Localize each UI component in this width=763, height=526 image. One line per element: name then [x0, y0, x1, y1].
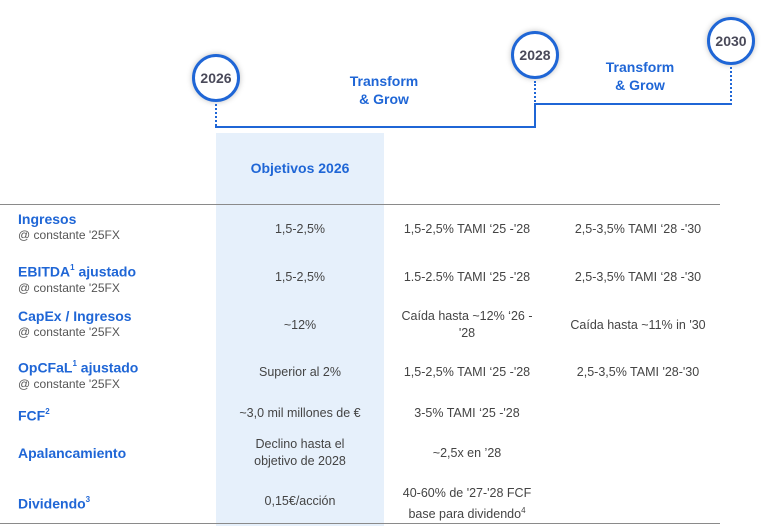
year-2026-marker: 2026	[192, 54, 240, 102]
table-bottom-divider	[0, 523, 720, 524]
row-label: CapEx / Ingresos @ constante '25FX	[18, 308, 132, 340]
cell-objetivos-2026: Declino hasta el objetivo de 2028	[254, 437, 346, 468]
cell-objetivos-2026: 1,5-2,5%	[274, 270, 326, 284]
year-2026-label: 2026	[200, 70, 232, 86]
row-label: FCF2	[18, 404, 50, 425]
row-title: FCF2	[18, 407, 50, 424]
timeline-dots-2026	[215, 104, 217, 126]
timeline-line-segment-2	[534, 103, 732, 105]
phase-1-line1: Transform	[349, 73, 419, 89]
objetivos-2026-column-highlight	[216, 133, 384, 526]
timeline-dots-2030	[730, 67, 732, 101]
cell-2030: Caída hasta ~11% in '30	[570, 318, 706, 332]
timeline: 2026 2028 2030 Transform & Grow Transfor…	[0, 0, 763, 150]
cell-objetivos-2026: ~12%	[283, 318, 317, 332]
row-label: OpCFaL1 ajustado @ constante '25FX	[18, 356, 138, 392]
year-2028-marker: 2028	[511, 31, 559, 79]
cell-2028: Caída hasta ~12% ‘26 - '28	[401, 309, 533, 340]
phase-transform-grow-2: Transform & Grow	[580, 58, 700, 94]
timeline-line-segment-1	[215, 126, 536, 128]
cell-2028: 1,5-2,5% TAMI ‘25 -'28	[403, 222, 531, 236]
row-title: Apalancamiento	[18, 445, 127, 461]
cell-2028: 1,5-2,5% TAMI ‘25 -'28	[403, 365, 531, 379]
cell-2028: 3-5% TAMI ‘25 -'28	[414, 406, 520, 420]
phase-2-line1: Transform	[605, 59, 675, 75]
cell-objetivos-2026: ~3,0 mil millones de €	[239, 406, 361, 420]
table-top-divider	[0, 204, 720, 205]
row-label: Dividendo3	[18, 492, 90, 513]
cell-objetivos-2026: Superior al 2%	[259, 365, 341, 379]
row-title: OpCFaL1 ajustado	[18, 359, 139, 376]
year-2028-label: 2028	[519, 47, 551, 63]
cell-2030: 2,5-3,5% TAMI '28-'30	[576, 365, 700, 379]
year-2030-label: 2030	[715, 33, 747, 49]
cell-2028: 40-60% de '27-'28 FCF base para dividend…	[402, 486, 532, 522]
cell-2030: 2,5-3,5% TAMI ‘28 -'30	[574, 222, 702, 236]
row-label: EBITDA1 ajustado @ constante '25FX	[18, 260, 136, 296]
column-header-objetivos-2026: Objetivos 2026	[250, 160, 350, 176]
row-label: Ingresos @ constante '25FX	[18, 211, 120, 243]
row-title: CapEx / Ingresos	[18, 308, 132, 324]
year-2030-marker: 2030	[707, 17, 755, 65]
row-title: EBITDA1 ajustado	[18, 263, 137, 280]
cell-2028: 1.5-2.5% TAMI ‘25 -'28	[403, 270, 531, 284]
row-subtitle: @ constante '25FX	[18, 280, 120, 295]
row-subtitle: @ constante '25FX	[18, 376, 120, 391]
row-title: Ingresos	[18, 211, 77, 227]
cell-2028: ~2,5x en ’28	[432, 446, 502, 460]
phase-transform-grow-1: Transform & Grow	[324, 72, 444, 108]
timeline-dots-2028	[534, 81, 536, 105]
phase-2-line2: & Grow	[615, 77, 665, 93]
cell-objetivos-2026: 0,15€/acción	[264, 494, 336, 508]
row-subtitle: @ constante '25FX	[18, 228, 120, 242]
row-subtitle: @ constante '25FX	[18, 325, 120, 339]
phase-1-line2: & Grow	[359, 91, 409, 107]
timeline-line-step	[534, 104, 536, 128]
row-label: Apalancamiento	[18, 445, 126, 462]
cell-objetivos-2026: 1,5-2,5%	[274, 222, 326, 236]
row-title: Dividendo3	[18, 495, 91, 512]
cell-2030: 2,5-3,5% TAMI ‘28 -'30	[574, 270, 702, 284]
